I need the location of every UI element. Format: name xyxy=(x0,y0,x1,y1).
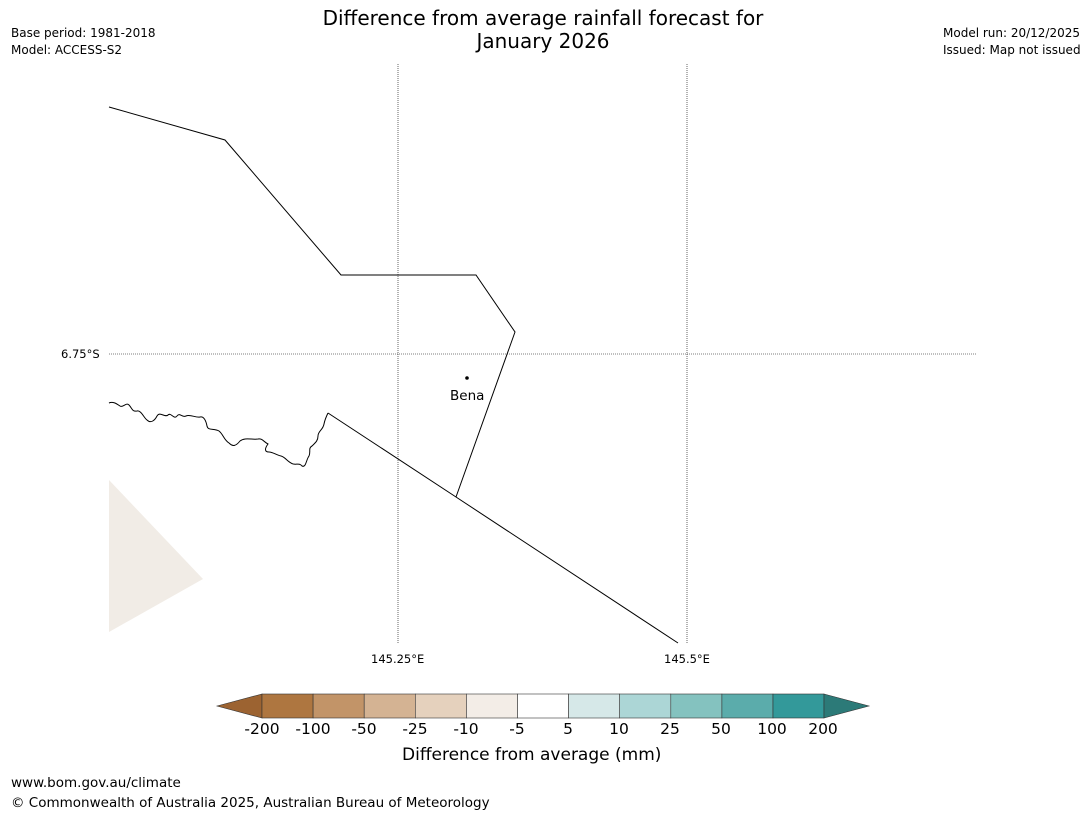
latitude-label: 6.75°S xyxy=(61,347,100,361)
model-label: Model: ACCESS-S2 xyxy=(11,43,123,57)
colorbar-segment xyxy=(261,693,314,719)
colorbar-tick: -200 xyxy=(244,720,280,738)
colorbar-segment xyxy=(517,693,569,719)
colorbar-segment xyxy=(568,693,620,719)
colorbar-segment xyxy=(670,693,723,719)
longitude-label-145-5: 145.5°E xyxy=(664,652,710,666)
longitude-label-145-25: 145.25°E xyxy=(371,652,425,666)
bena-marker xyxy=(465,376,469,380)
colorbar-tick: 50 xyxy=(711,720,731,738)
colorbar-segment xyxy=(772,693,825,719)
colorbar-title: Difference from average (mm) xyxy=(402,745,662,765)
colorbar-segment xyxy=(414,693,467,719)
colorbar-tick: 25 xyxy=(660,720,680,738)
colorbar xyxy=(215,693,871,719)
river-line xyxy=(108,401,329,467)
colorbar-extend-low xyxy=(215,693,263,719)
colorbar-tick: -5 xyxy=(509,720,525,738)
footer-url[interactable]: www.bom.gov.au/climate xyxy=(11,775,181,791)
colorbar-tick: -25 xyxy=(402,720,428,738)
colorbar-extend-high xyxy=(823,693,871,719)
colorbar-tick: 200 xyxy=(808,720,838,738)
province-border-north xyxy=(108,106,516,498)
colorbar-tick: 5 xyxy=(563,720,573,738)
colorbar-tick: -10 xyxy=(453,720,479,738)
title-line-1: Difference from average rainfall forecas… xyxy=(322,6,764,30)
colorbar-segment xyxy=(312,693,365,719)
base-period-label: Base period: 1981-2018 xyxy=(11,26,156,40)
colorbar-segment xyxy=(363,693,416,719)
colorbar-tick: -100 xyxy=(295,720,331,738)
model-run-label: Model run: 20/12/2025 xyxy=(943,26,1081,40)
footer-copyright: © Commonwealth of Australia 2025, Austra… xyxy=(11,795,490,811)
colorbar-tick: 10 xyxy=(609,720,629,738)
land-patch xyxy=(109,480,203,632)
page-title: Difference from average rainfall forecas… xyxy=(243,7,843,53)
title-line-2: January 2026 xyxy=(476,29,610,53)
place-label-bena: Bena xyxy=(450,388,485,404)
colorbar-tick: 100 xyxy=(757,720,787,738)
colorbar-segment xyxy=(721,693,774,719)
colorbar-segment xyxy=(466,693,518,719)
issued-label: Issued: Map not issued xyxy=(943,43,1081,57)
province-border-south xyxy=(327,412,679,644)
colorbar-segment xyxy=(619,693,672,719)
colorbar-tick: -50 xyxy=(351,720,377,738)
